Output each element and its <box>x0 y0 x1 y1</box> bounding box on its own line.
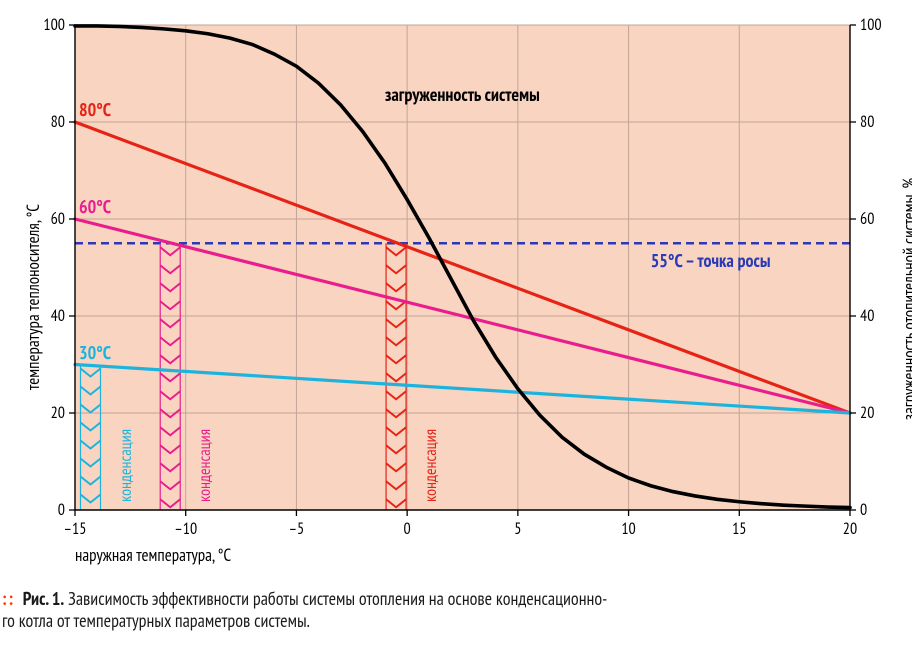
svg-text:100: 100 <box>43 15 65 35</box>
chart-area: –15–10–505101520020406080100020406080100… <box>0 0 912 570</box>
series-label-60: 60°C <box>79 195 111 218</box>
caption-figure-number: Рис. 1. <box>23 587 65 610</box>
load-curve-label: загруженность системы <box>385 83 540 106</box>
svg-text:–5: –5 <box>289 519 305 539</box>
svg-text:60: 60 <box>860 209 874 229</box>
dew-point-label: 55°C – точка росы <box>651 249 771 272</box>
svg-text:80: 80 <box>860 112 874 132</box>
svg-text:0: 0 <box>404 519 411 539</box>
svg-text:15: 15 <box>732 519 746 539</box>
svg-text:60: 60 <box>51 209 65 229</box>
svg-text:0: 0 <box>58 500 65 520</box>
figure-caption: :: Рис. 1. Зависимость эффективности раб… <box>2 588 908 632</box>
svg-text:0: 0 <box>860 500 867 520</box>
condensation-label-0: конденсация <box>116 429 136 502</box>
y-right-axis-label: загруженность отопительной системы, % <box>898 178 912 420</box>
svg-text:40: 40 <box>51 306 65 326</box>
svg-text:20: 20 <box>843 519 857 539</box>
svg-text:20: 20 <box>860 403 874 423</box>
svg-text:40: 40 <box>860 306 874 326</box>
svg-text:80: 80 <box>51 112 65 132</box>
caption-text-1: Зависимость эффективности работы системы… <box>64 587 607 610</box>
svg-text:20: 20 <box>51 403 65 423</box>
caption-bullets: :: <box>2 587 15 610</box>
svg-text:100: 100 <box>860 15 882 35</box>
series-label-30: 30°C <box>79 341 111 364</box>
condensation-label-2: конденсация <box>421 429 441 502</box>
y-left-axis-label: температура теплоносителя, °C <box>22 204 44 390</box>
caption-text-2: го котла от температурных параметров сис… <box>2 609 310 632</box>
svg-text:–10: –10 <box>174 519 197 539</box>
svg-text:–15: –15 <box>64 519 87 539</box>
condensation-label-1: конденсация <box>195 429 215 502</box>
svg-text:10: 10 <box>621 519 635 539</box>
series-label-80: 80°C <box>79 98 111 121</box>
x-axis-label: наружная температура, °C <box>75 544 231 566</box>
svg-text:5: 5 <box>514 519 521 539</box>
